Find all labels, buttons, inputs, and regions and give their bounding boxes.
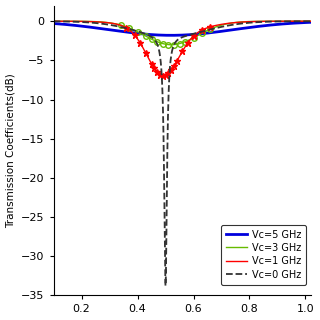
Legend: Vc=5 GHz, Vc=3 GHz, Vc=1 GHz, Vc=0 GHz: Vc=5 GHz, Vc=3 GHz, Vc=1 GHz, Vc=0 GHz (221, 225, 306, 285)
Vc=3 GHz (309, 19, 313, 23)
Vc=3 GHz (169, 43, 173, 47)
Vc=1 GHz (254, 20, 258, 23)
Vc=5 GHz (170, 33, 174, 37)
Vc=5 GHz (177, 33, 181, 37)
Vc=1 GHz (65, 19, 69, 23)
Vc=1 GHz (177, 55, 181, 59)
Line: Vc=3 GHz: Vc=3 GHz (54, 21, 311, 45)
Vc=1 GHz (309, 19, 313, 23)
Vc=5 GHz (169, 33, 173, 37)
Vc=0 GHz (177, 37, 181, 41)
Line: Vc=0 GHz: Vc=0 GHz (54, 21, 311, 286)
Vc=3 GHz (65, 19, 69, 23)
Vc=3 GHz (52, 19, 56, 23)
Vc=5 GHz (65, 23, 69, 27)
Vc=3 GHz (170, 43, 174, 47)
Vc=1 GHz (52, 19, 56, 23)
Line: Vc=5 GHz: Vc=5 GHz (54, 22, 311, 35)
Vc=5 GHz (302, 21, 306, 25)
Vc=1 GHz (161, 74, 165, 77)
Vc=1 GHz (302, 19, 306, 23)
Vc=0 GHz (52, 20, 56, 23)
Vc=5 GHz (254, 25, 258, 28)
Vc=3 GHz (302, 19, 306, 23)
Vc=0 GHz (65, 20, 69, 23)
Vc=0 GHz (170, 49, 174, 53)
Line: Vc=1 GHz: Vc=1 GHz (54, 21, 311, 76)
Vc=3 GHz (177, 42, 181, 46)
Vc=3 GHz (254, 20, 258, 23)
Vc=3 GHz (302, 19, 306, 23)
Vc=0 GHz (302, 19, 306, 23)
Vc=1 GHz (170, 67, 174, 71)
Vc=5 GHz (302, 21, 306, 25)
Vc=5 GHz (309, 20, 313, 24)
Vc=0 GHz (309, 19, 313, 23)
Vc=0 GHz (302, 19, 306, 23)
Y-axis label: Transmission Coefficients(dB): Transmission Coefficients(dB) (5, 73, 16, 228)
Vc=5 GHz (52, 21, 56, 25)
Vc=0 GHz (164, 284, 167, 288)
Vc=0 GHz (254, 20, 258, 24)
Vc=1 GHz (302, 19, 306, 23)
